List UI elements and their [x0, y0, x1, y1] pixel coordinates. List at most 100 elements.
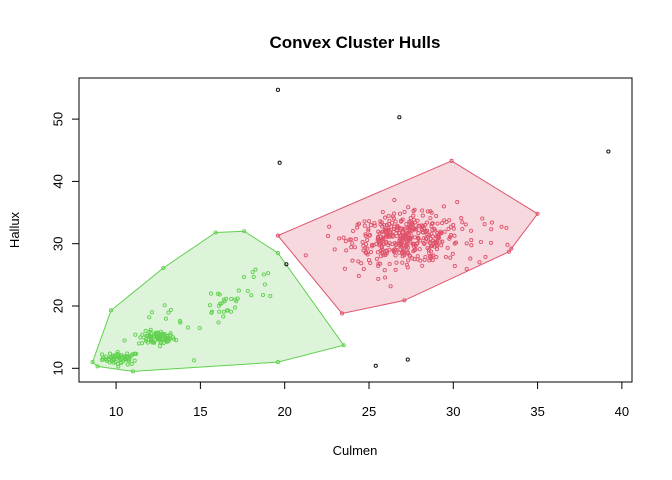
x-tick-label: 10 [109, 404, 123, 419]
hull-vertex-point [341, 343, 346, 348]
data-point [387, 218, 392, 223]
data-point [372, 221, 377, 226]
data-point [423, 229, 428, 234]
data-point [139, 341, 145, 346]
data-point [420, 208, 425, 213]
data-point [383, 252, 388, 258]
data-point [382, 223, 387, 228]
data-point [163, 338, 168, 344]
data-point [420, 227, 425, 233]
data-point [444, 219, 449, 225]
hull-vertex-point [339, 311, 345, 316]
data-point [143, 328, 148, 333]
data-point [325, 233, 331, 238]
data-point [380, 210, 385, 215]
data-point [390, 220, 395, 225]
data-point [148, 334, 153, 339]
x-tick-label: 35 [530, 404, 544, 419]
data-point [414, 227, 419, 232]
data-point [399, 238, 404, 243]
data-point [376, 229, 381, 234]
outlier-point [284, 262, 289, 267]
y-axis: 10 20 30 40 50 [51, 112, 80, 376]
data-point [149, 310, 155, 315]
data-point [367, 219, 372, 224]
data-point [337, 236, 342, 241]
data-point [405, 265, 410, 270]
data-point [250, 269, 255, 275]
data-point [99, 352, 105, 357]
data-point [430, 234, 435, 239]
data-point [463, 222, 468, 227]
data-point [464, 266, 469, 272]
data-point [241, 274, 247, 279]
data-point [208, 291, 214, 296]
data-point [427, 258, 432, 263]
data-point [392, 250, 397, 255]
data-point [234, 299, 239, 304]
data-point [383, 275, 388, 280]
data-point [445, 245, 450, 250]
data-point [104, 358, 109, 363]
data-point [435, 236, 441, 241]
data-point [432, 226, 437, 232]
data-point [384, 223, 389, 228]
data-point [115, 355, 120, 360]
data-point [418, 238, 423, 243]
data-point [392, 211, 397, 216]
data-point [450, 251, 455, 256]
data-point [236, 288, 241, 293]
data-point [440, 239, 445, 244]
hull-vertex-point [130, 369, 136, 374]
data-point [166, 337, 171, 342]
data-point [125, 362, 130, 367]
data-point [360, 240, 365, 245]
data-point [209, 310, 214, 315]
data-point [133, 332, 138, 337]
data-point [367, 233, 373, 238]
data-point [430, 243, 435, 248]
data-point [356, 273, 361, 278]
data-point [361, 248, 366, 253]
data-point [478, 239, 483, 245]
data-point [480, 216, 485, 221]
hull-vertex-point [535, 211, 540, 216]
data-point [374, 256, 380, 261]
data-point [361, 266, 366, 272]
hull-vertex-point [275, 250, 280, 256]
x-tick-label: 25 [362, 404, 376, 419]
data-point [350, 258, 355, 263]
hull-vertex-point [242, 229, 247, 234]
data-point [268, 294, 273, 299]
data-point [391, 233, 396, 238]
data-point [428, 216, 433, 221]
data-point [385, 233, 390, 238]
outlier-point [277, 160, 282, 165]
data-point [429, 210, 434, 215]
data-point [376, 261, 381, 266]
data-point [422, 257, 427, 262]
data-point [442, 229, 447, 234]
data-point [332, 247, 337, 252]
data-point [425, 209, 430, 214]
data-point [438, 229, 443, 234]
data-point [375, 250, 380, 255]
data-point [469, 243, 474, 248]
data-point [266, 271, 271, 276]
x-tick-label: 40 [615, 404, 629, 419]
data-point [504, 225, 509, 230]
data-point [362, 223, 367, 228]
data-point [260, 292, 266, 298]
data-point [369, 242, 375, 247]
data-point [412, 235, 417, 240]
data-point [459, 216, 464, 221]
data-point [415, 257, 420, 262]
data-point [381, 229, 386, 234]
data-point [166, 310, 171, 315]
data-point [125, 351, 130, 356]
data-point [366, 226, 371, 231]
data-point [400, 217, 405, 222]
data-point [448, 255, 453, 260]
data-point [387, 241, 392, 246]
